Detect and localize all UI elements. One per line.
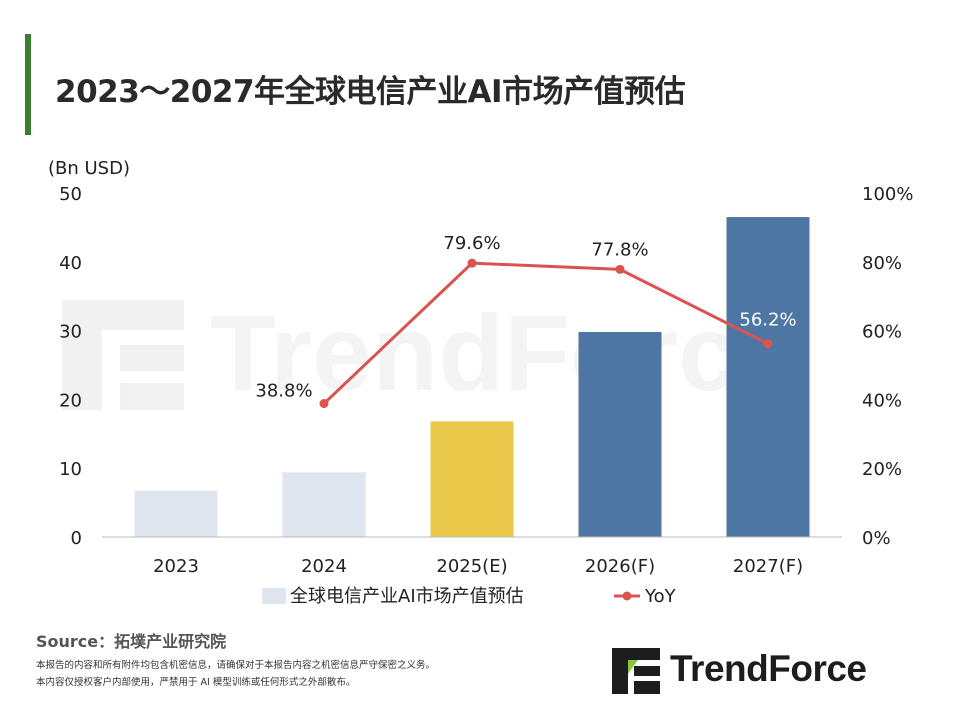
yoy-point xyxy=(319,399,329,409)
y2-tick-label: 20% xyxy=(862,459,902,480)
bar-2024 xyxy=(282,472,366,537)
legend-line-marker xyxy=(622,591,632,601)
bar-2025(E) xyxy=(430,421,514,537)
bar-2023 xyxy=(134,490,218,537)
y-tick-label: 30 xyxy=(59,322,82,343)
chart-canvas: TrendForce (Bn USD) 0 10 20 30 40 50 0% 20% 40%… xyxy=(48,158,913,607)
y-tick-label: 0 xyxy=(71,528,82,549)
x-tick-label: 2025(E) xyxy=(436,556,507,577)
watermark-logo-icon xyxy=(62,300,184,410)
yoy-line xyxy=(322,261,769,405)
legend-bar-label: 全球电信产业AI市场产值预估 xyxy=(290,586,524,607)
x-tick-label: 2023 xyxy=(153,556,199,577)
y2-tick-label: 100% xyxy=(862,184,913,205)
bar-2027(F) xyxy=(726,217,810,537)
trendforce-logo: TrendForce xyxy=(612,646,932,696)
trendforce-logo-icon xyxy=(612,648,660,694)
disclaimer-line-2: 本内容仅授权客户内部使用，严禁用于 AI 模型训练或任何形式之外部散布。 xyxy=(36,677,356,688)
yoy-data-label: 79.6% xyxy=(443,233,500,254)
y2-tick-label: 80% xyxy=(862,253,902,274)
x-tick-label: 2026(F) xyxy=(585,556,655,577)
legend-bar-swatch xyxy=(262,588,286,604)
yoy-data-label: 56.2% xyxy=(739,310,796,331)
yoy-point xyxy=(763,339,773,349)
y2-tick-label: 60% xyxy=(862,322,902,343)
y-tick-label: 40 xyxy=(59,253,82,274)
source-note: Source：拓墣产业研究院 xyxy=(36,632,227,651)
disclaimer-line-1: 本报告的内容和所有附件均包含机密信息，请确保对于本报告内容之机密信息严守保密之义… xyxy=(36,660,436,671)
page-title: 2023～2027年全球电信产业AI市场产值预估 xyxy=(55,74,686,110)
yoy-point xyxy=(615,264,625,274)
yoy-data-label: 38.8% xyxy=(255,381,312,402)
watermark-text: TrendForce xyxy=(210,292,798,413)
y-axis-label: (Bn USD) xyxy=(48,158,130,179)
legend-line-label: YoY xyxy=(644,586,677,607)
y-tick-label: 50 xyxy=(59,184,82,205)
y2-tick-label: 0% xyxy=(862,528,891,549)
x-tick-label: 2027(F) xyxy=(733,556,803,577)
bar-2026(F) xyxy=(578,331,662,537)
yoy-data-label: 77.8% xyxy=(591,239,648,260)
logo-wordmark: TrendForce xyxy=(670,648,867,689)
y-tick-label: 20 xyxy=(59,390,82,411)
yoy-point xyxy=(467,258,477,268)
x-tick-label: 2024 xyxy=(301,556,347,577)
y2-tick-label: 40% xyxy=(862,390,902,411)
y-tick-label: 10 xyxy=(59,459,82,480)
title-accent-bar xyxy=(25,34,31,135)
